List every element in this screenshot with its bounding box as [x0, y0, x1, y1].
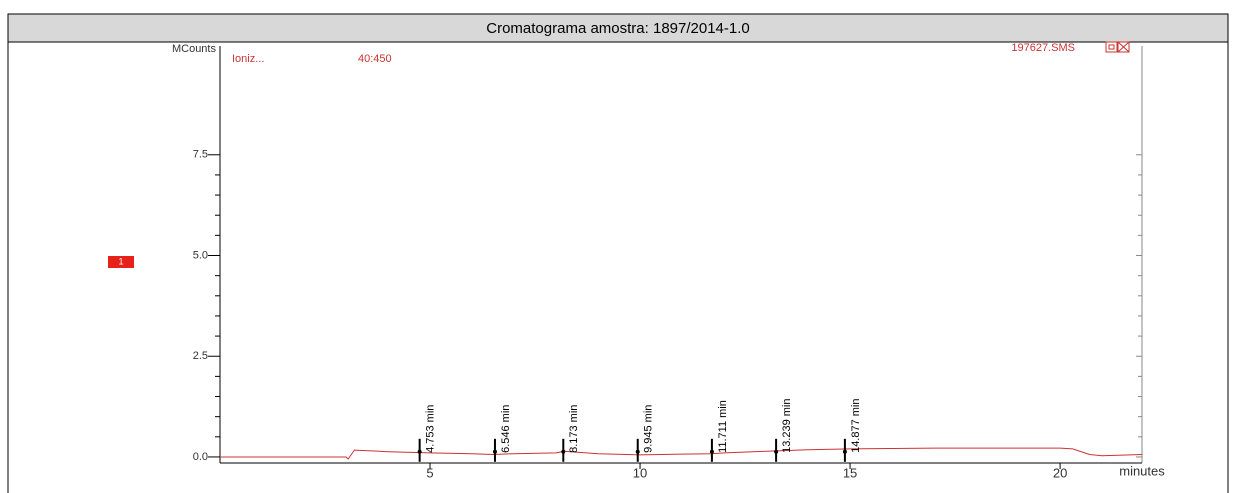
- y-tick-label: 5.0: [193, 249, 208, 261]
- window-icon: [1108, 44, 1115, 50]
- peak-label: 11.711 min: [717, 400, 729, 453]
- peak-dot: [635, 449, 640, 454]
- annotation: 197627.SMS: [1011, 42, 1075, 54]
- trace-line: [220, 447, 1143, 460]
- peak-label: 6.546 min: [500, 405, 512, 453]
- chart-title: Cromatograma amostra: 1897/2014-1.0: [486, 20, 749, 37]
- window-icon[interactable]: [1105, 41, 1118, 53]
- x-tick-label: 5: [426, 465, 433, 480]
- peak-label: 9.945 min: [643, 405, 655, 453]
- y-tick-label: 0.0: [193, 451, 208, 463]
- y-axis-label: MCounts: [172, 43, 217, 55]
- close-icon: [1117, 41, 1130, 53]
- peak-dot: [709, 449, 714, 454]
- y-tick-label: 2.5: [193, 350, 208, 362]
- badge-label: 1: [118, 256, 123, 266]
- peak-label: 14.877 min: [850, 398, 862, 452]
- x-axis-label: minutes: [1119, 463, 1165, 478]
- peak-dot: [492, 449, 497, 454]
- title-bar: [7, 13, 1229, 43]
- y-tick-label: 7.5: [193, 149, 208, 161]
- annotation: Ioniz...: [232, 53, 264, 65]
- peak-dot: [774, 449, 779, 454]
- peak-dot: [417, 449, 422, 454]
- peak-dot: [561, 449, 566, 454]
- x-tick-label: 10: [633, 465, 647, 480]
- peak-dot: [842, 449, 847, 454]
- close-icon[interactable]: [1117, 41, 1130, 53]
- peak-label: 13.239 min: [781, 398, 793, 452]
- peak-label: 8.173 min: [568, 405, 580, 453]
- peak-label: 4.753 min: [425, 405, 437, 453]
- badge: [108, 256, 134, 268]
- x-tick-label: 20: [1053, 465, 1067, 480]
- x-tick-label: 15: [843, 465, 857, 480]
- annotation: 40:450: [358, 53, 392, 65]
